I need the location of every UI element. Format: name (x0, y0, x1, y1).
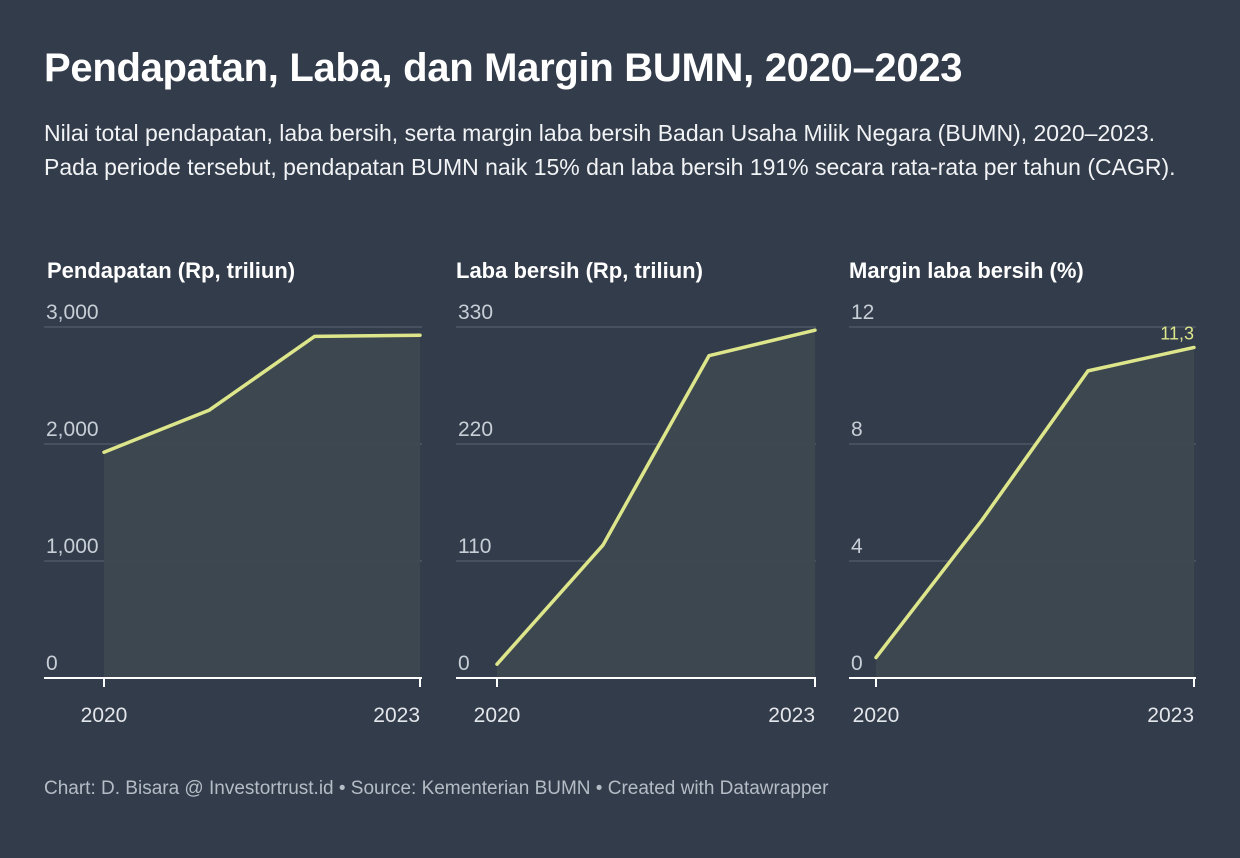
panel-laba-bersih: 0 110 220 330 2020 2023 (456, 301, 817, 727)
data-point (495, 662, 499, 666)
data-point (707, 354, 711, 358)
area-fill (104, 335, 420, 678)
x-tick-label: 2020 (853, 704, 900, 727)
y-tick-label: 2,000 (46, 418, 99, 441)
data-point (313, 334, 317, 338)
y-tick-label: 1,000 (46, 535, 99, 558)
data-point (418, 333, 422, 337)
data-point (980, 518, 984, 522)
x-tick-label: 2020 (81, 704, 128, 727)
panel-pendapatan: 0 1,000 2,000 3,000 2020 2023 (44, 301, 422, 727)
y-tick-label: 0 (458, 652, 470, 675)
chart-subtitle: Nilai total pendapatan, laba bersih, ser… (44, 120, 1176, 180)
data-label: 11,3 (1160, 323, 1194, 343)
data-point (1086, 369, 1090, 373)
area-fill (876, 347, 1194, 678)
panel-title-laba: Laba bersih (Rp, triliun) (456, 258, 703, 283)
y-tick-label: 0 (851, 652, 863, 675)
data-point (102, 450, 106, 454)
y-tick-label: 330 (458, 301, 493, 324)
data-point (1192, 345, 1196, 349)
area-fill (497, 330, 815, 678)
data-point (813, 328, 817, 332)
x-tick-label: 2023 (768, 704, 815, 727)
y-tick-label: 8 (851, 418, 863, 441)
data-point (874, 656, 878, 660)
x-tick-label: 2023 (1147, 704, 1194, 727)
data-point (601, 543, 605, 547)
series-line (495, 328, 817, 666)
x-tick-label: 2020 (474, 704, 521, 727)
y-tick-label: 0 (46, 652, 58, 675)
panel-title-margin: Margin laba bersih (%) (849, 258, 1084, 283)
panel-title-pendapatan: Pendapatan (Rp, triliun) (47, 258, 296, 283)
y-tick-label: 4 (851, 535, 863, 558)
panel-margin-laba: 0 4 8 12 2020 2023 11,3 (849, 301, 1196, 727)
y-tick-label: 12 (851, 301, 874, 324)
series-line (874, 345, 1196, 660)
chart-footer: Chart: D. Bisara @ Investortrust.id • So… (44, 778, 829, 799)
y-tick-label: 220 (458, 418, 493, 441)
series-line (102, 333, 422, 454)
data-point (207, 408, 211, 412)
y-tick-label: 3,000 (46, 301, 99, 324)
x-tick-label: 2023 (373, 704, 420, 727)
chart-title: Pendapatan, Laba, dan Margin BUMN, 2020–… (44, 46, 963, 90)
y-tick-label: 110 (458, 535, 491, 558)
